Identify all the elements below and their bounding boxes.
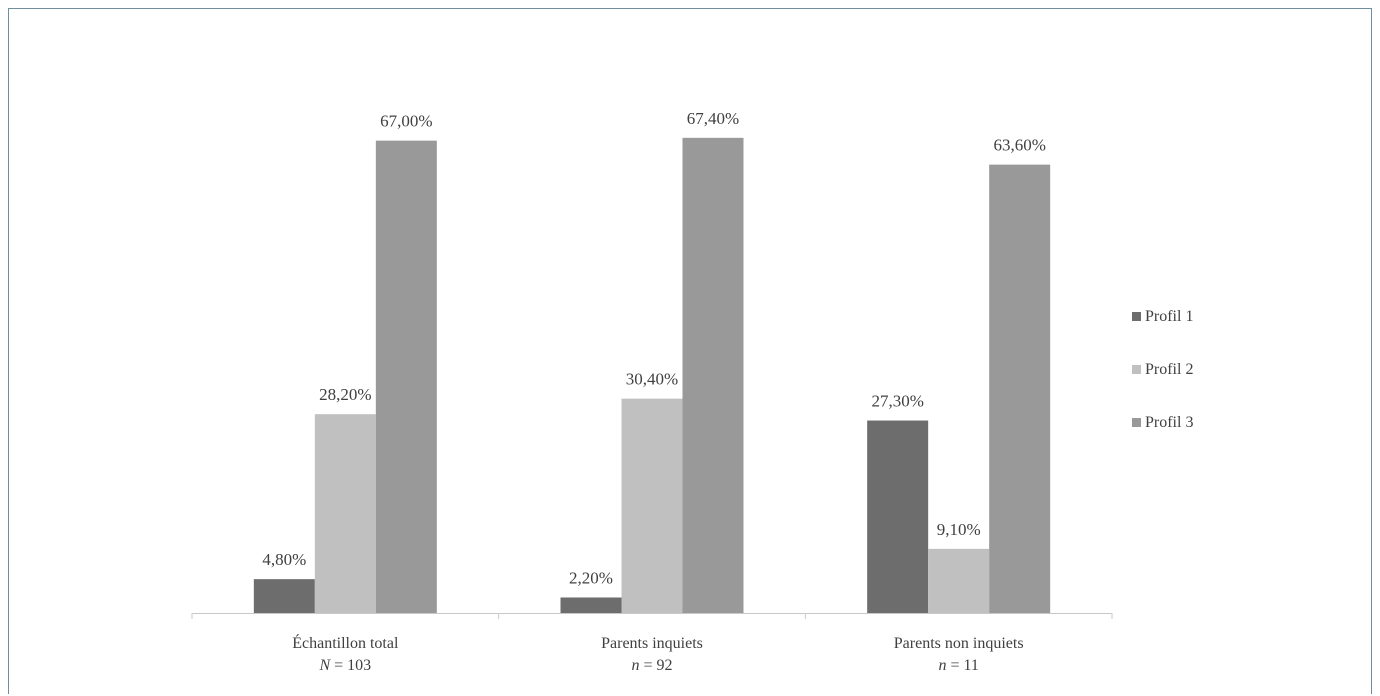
category-label: Parents inquiets xyxy=(601,635,703,652)
legend-swatch xyxy=(1132,418,1141,427)
sample-size-symbol: n xyxy=(631,657,639,674)
data-label: 9,10% xyxy=(937,520,981,539)
data-label: 63,60% xyxy=(993,136,1045,155)
sample-size-symbol: N xyxy=(318,657,331,674)
category-sample-size: N = 103 xyxy=(318,657,371,674)
bar-profil-2 xyxy=(621,398,683,613)
bar-profil-1 xyxy=(867,420,929,613)
data-label: 30,40% xyxy=(626,370,678,389)
legend-swatch xyxy=(1132,312,1141,321)
data-label: 67,40% xyxy=(687,109,739,128)
bar-profil-3 xyxy=(375,140,437,613)
legend-label: Profil 3 xyxy=(1145,414,1193,431)
data-label: 27,30% xyxy=(871,392,923,411)
legend-label: Profil 2 xyxy=(1145,361,1193,378)
category-label: Échantillon total xyxy=(292,633,399,652)
legend-swatch xyxy=(1132,365,1141,374)
bar-profil-3 xyxy=(989,164,1051,613)
sample-size-value: = 92 xyxy=(639,657,672,674)
bar-profil-1 xyxy=(253,579,315,613)
sample-size-symbol: n xyxy=(938,657,946,674)
category-label: Parents non inquiets xyxy=(894,635,1024,652)
data-label: 4,80% xyxy=(262,550,306,569)
category-sample-size: n = 92 xyxy=(631,657,672,674)
data-label: 2,20% xyxy=(569,568,613,587)
bar-profil-2 xyxy=(928,548,990,613)
legend-label: Profil 1 xyxy=(1145,308,1193,325)
category-sample-size: n = 11 xyxy=(938,657,978,674)
sample-size-value: = 11 xyxy=(946,657,978,674)
sample-size-value: = 103 xyxy=(330,657,371,674)
bar-profil-2 xyxy=(314,414,376,613)
data-label: 67,00% xyxy=(380,112,432,131)
data-label: 28,20% xyxy=(319,385,371,404)
bar-profil-1 xyxy=(560,597,622,613)
bar-profil-3 xyxy=(682,137,744,613)
